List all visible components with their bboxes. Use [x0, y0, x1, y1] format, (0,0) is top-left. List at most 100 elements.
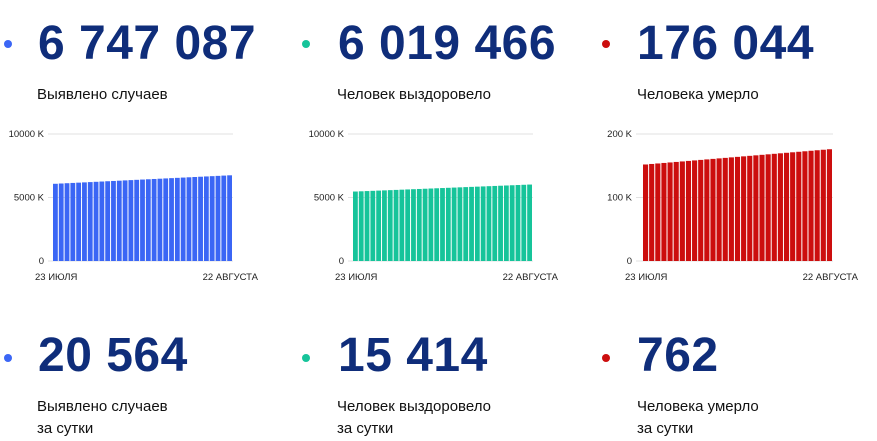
chart-bar — [416, 188, 422, 261]
y-tick-label: 0 — [339, 256, 344, 267]
chart-bar — [70, 182, 76, 261]
y-tick-label: 0 — [627, 256, 632, 267]
chart-bar — [99, 181, 105, 261]
chart-bar — [667, 162, 673, 261]
chart-bar — [157, 178, 163, 261]
chart-bar — [527, 184, 532, 261]
x-start-label: 23 ИЮЛЯ — [335, 272, 377, 283]
total-deaths-label: Человека умерло — [637, 86, 759, 103]
chart-bar — [134, 179, 140, 261]
chart-bar — [445, 187, 451, 261]
chart-bar — [198, 176, 203, 261]
chart-bar — [741, 156, 747, 261]
chart-bar — [692, 160, 698, 261]
chart-bar — [820, 149, 826, 261]
chart-bar — [796, 151, 802, 261]
chart-bar — [53, 183, 58, 261]
recovered-column: 6 019 466 Человек выздоровело 10000 K 500… — [300, 0, 590, 441]
chart-bar — [163, 178, 169, 261]
chart-bar — [180, 177, 186, 261]
chart-bar — [128, 180, 134, 261]
daily-recovered-label-line1: Человек выздоровело — [337, 398, 491, 415]
chart-bar — [814, 150, 820, 261]
chart-bar — [215, 175, 221, 261]
chart-bar — [174, 177, 180, 261]
chart-bar — [777, 153, 783, 261]
cases-column: 6 747 087 Выявлено случаев 10000 K 5000 K… — [0, 0, 290, 441]
chart-bar — [698, 159, 704, 261]
chart-bar — [509, 185, 515, 261]
chart-bar — [370, 190, 376, 261]
x-end-label: 22 АВГУСТА — [803, 272, 859, 283]
total-cases-value: 6 747 087 — [38, 17, 257, 70]
chart-bar — [463, 187, 469, 261]
chart-bar — [486, 186, 492, 261]
chart-bar — [802, 151, 808, 261]
chart-bar — [111, 180, 116, 261]
chart-bar — [140, 179, 145, 261]
chart-bar — [227, 175, 232, 261]
chart-bar — [759, 154, 765, 261]
x-start-label: 23 ИЮЛЯ — [35, 272, 77, 283]
chart-bar — [710, 158, 716, 261]
chart-bar — [203, 176, 209, 261]
daily-deaths-value: 762 — [637, 329, 719, 382]
chart-bar — [358, 191, 364, 261]
daily-deaths-label-line2: за сутки — [637, 420, 694, 437]
y-tick-label: 10000 K — [309, 129, 345, 140]
chart-bar — [492, 185, 498, 261]
chart-bar — [399, 189, 405, 261]
total-recovered-value: 6 019 466 — [338, 17, 557, 70]
daily-recovered-bullet-icon — [302, 354, 310, 362]
y-tick-label: 0 — [39, 256, 44, 267]
chart-bar — [411, 189, 416, 261]
chart-bar — [790, 152, 796, 261]
chart-bar — [382, 190, 387, 261]
chart-bar — [364, 191, 370, 261]
chart-bar — [87, 182, 93, 261]
daily-deaths-label: Человека умерло за сутки — [637, 396, 759, 440]
daily-recovered-value: 15 414 — [338, 329, 488, 382]
y-tick-label: 5000 K — [14, 193, 45, 204]
y-tick-label: 200 K — [607, 129, 632, 140]
daily-cases-label: Выявлено случаев за сутки — [37, 396, 168, 440]
chart-bar — [192, 177, 198, 261]
chart-bar — [353, 191, 358, 261]
chart-bar — [457, 187, 463, 261]
daily-cases-bullet-icon — [4, 354, 12, 362]
daily-cases-value: 20 564 — [38, 329, 188, 382]
chart-bar — [783, 152, 790, 261]
chart-bar — [826, 149, 832, 261]
y-tick-label: 10000 K — [9, 129, 45, 140]
chart-bar — [649, 163, 655, 261]
daily-deaths-label-line1: Человека умерло — [637, 398, 759, 415]
chart-bar — [469, 186, 474, 261]
daily-deaths-bullet-icon — [602, 354, 610, 362]
daily-recovered-label-line2: за сутки — [337, 420, 394, 437]
chart-bar — [209, 176, 215, 261]
chart-bar — [434, 188, 440, 261]
chart-bar — [734, 156, 741, 261]
deaths-column: 176 044 Человека умерло 200 K 100 K 0 23 ИЮ… — [600, 0, 877, 441]
chart-bar — [679, 161, 685, 261]
y-tick-label: 5000 K — [314, 193, 345, 204]
daily-cases-label-line1: Выявлено случаев — [37, 398, 168, 415]
x-end-label: 22 АВГУСТА — [203, 272, 259, 283]
cases-bullet-icon — [4, 40, 12, 48]
chart-bar — [474, 186, 480, 261]
chart-bar — [186, 177, 192, 261]
chart-bar — [58, 183, 64, 261]
chart-bar — [503, 185, 509, 261]
chart-bar — [440, 188, 445, 261]
chart-bar — [655, 163, 661, 261]
recovered-chart: 10000 K 5000 K 0 23 ИЮЛЯ 22 АВГУСТА — [309, 129, 559, 283]
chart-bar — [393, 189, 399, 261]
chart-bar — [169, 178, 174, 261]
total-deaths-value: 176 044 — [637, 17, 815, 70]
chart-bar — [76, 182, 82, 261]
chart-bar — [771, 153, 777, 261]
chart-bar — [221, 175, 227, 261]
total-cases-label: Выявлено случаев — [37, 86, 168, 103]
chart-bar — [151, 178, 157, 261]
chart-bar — [376, 190, 382, 261]
